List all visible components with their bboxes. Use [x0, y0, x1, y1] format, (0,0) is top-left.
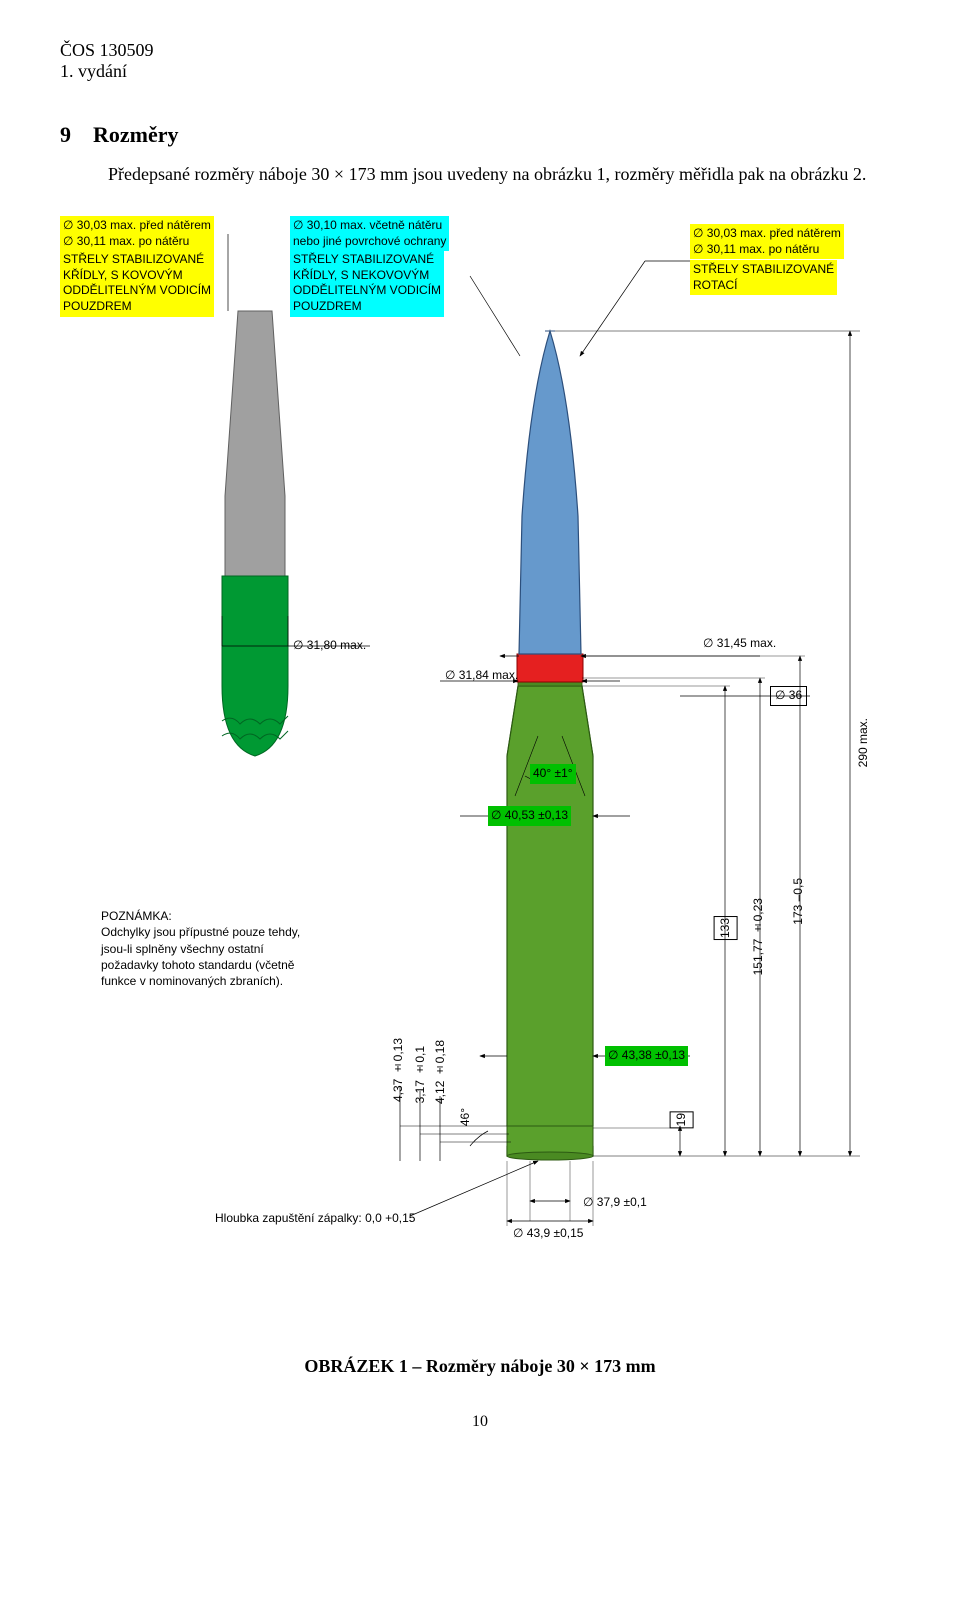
note-line: funkce v nominovaných zbraních). — [101, 974, 283, 988]
doc-code: ČOS 130509 — [60, 40, 900, 61]
label-text: ∅ 30,11 max. po nátěru — [693, 242, 819, 256]
label-text: POUZDREM — [293, 299, 362, 313]
label-text: STŘELY STABILIZOVANÉ — [293, 252, 434, 266]
label-text: ROTACÍ — [693, 278, 737, 292]
label-yellow-desc-right: STŘELY STABILIZOVANÉ ROTACÍ — [690, 260, 837, 295]
dim-133: 133 — [714, 916, 738, 940]
label-text: ODDĚLITELNÝM VODICÍM — [293, 283, 441, 297]
dim-437: 4,37 ±0,13 — [388, 1036, 410, 1104]
section-paragraph-text: Předepsané rozměry náboje 30 × 173 mm js… — [108, 164, 866, 184]
section-paragraph: Předepsané rozměry náboje 30 × 173 mm js… — [60, 162, 900, 186]
label-text: STŘELY STABILIZOVANÉ — [693, 262, 834, 276]
dim-4338: ∅ 43,38 ±0,13 — [605, 1046, 688, 1066]
label-text: ∅ 30,03 max. před nátěrem — [693, 226, 841, 240]
dim-379: ∅ 37,9 ±0,1 — [580, 1193, 650, 1213]
dim-439: ∅ 43,9 ±0,15 — [510, 1224, 586, 1244]
section-heading: 9 Rozměry — [60, 122, 900, 148]
note-line: jsou-li splněny všechny ostatní — [101, 942, 264, 956]
note-line: požadavky tohoto standardu (včetně — [101, 958, 294, 972]
dim-46deg: 46° — [455, 1106, 477, 1128]
label-text: KŘÍDLY, S KOVOVÝM — [63, 268, 183, 282]
note-block: POZNÁMKA: Odchylky jsou přípustné pouze … — [98, 906, 303, 991]
dim-3184: ∅ 31,84 max. — [442, 666, 521, 686]
dim-173: 173 –0,5 — [788, 876, 810, 927]
dim-36: ∅ 36 — [770, 686, 807, 706]
dim-3145: ∅ 31,45 max. — [700, 634, 779, 654]
dim-317: 3,17 ±0,1 — [410, 1044, 432, 1105]
label-yellow-diam-left: ∅ 30,03 max. před nátěrem ∅ 30,11 max. p… — [60, 216, 214, 251]
figure-caption: OBRÁZEK 1 – Rozměry náboje 30 × 173 mm — [60, 1356, 900, 1377]
label-cyan-desc: STŘELY STABILIZOVANÉ KŘÍDLY, S NEKOVOVÝM… — [290, 250, 444, 316]
figure-1: ∅ 30,03 max. před nátěrem ∅ 30,11 max. p… — [60, 216, 900, 1336]
section-number: 9 — [60, 122, 71, 148]
label-text: KŘÍDLY, S NEKOVOVÝM — [293, 268, 429, 282]
dim-4053: ∅ 40,53 ±0,13 — [488, 806, 571, 826]
label-text: ∅ 30,03 max. před nátěrem — [63, 218, 211, 232]
section-title: Rozměry — [93, 122, 179, 147]
dim-40deg: 40° ±1° — [530, 764, 576, 784]
label-text: ∅ 30,10 max. včetně nátěru — [293, 218, 442, 232]
note-line: Odchylky jsou přípustné pouze tehdy, — [101, 925, 300, 939]
label-yellow-diam-right: ∅ 30,03 max. před nátěrem ∅ 30,11 max. p… — [690, 224, 844, 259]
technical-drawing — [60, 216, 900, 1336]
dim-3180: ∅ 31,80 max. — [290, 636, 369, 656]
doc-edition: 1. vydání — [60, 61, 900, 82]
note-heading: POZNÁMKA: — [101, 909, 172, 923]
dim-15177: 151,77 ±0,23 — [748, 896, 770, 977]
label-text: ∅ 30,11 max. po nátěru — [63, 234, 189, 248]
label-yellow-desc-left: STŘELY STABILIZOVANÉ KŘÍDLY, S KOVOVÝM O… — [60, 250, 214, 316]
page-number: 10 — [60, 1413, 900, 1431]
dim-19: 19 — [670, 1111, 694, 1128]
label-text: POUZDREM — [63, 299, 132, 313]
dim-290: 290 max. — [853, 716, 875, 769]
label-text: nebo jiné povrchové ochrany — [293, 234, 446, 248]
dim-412: 4,12 ±0,18 — [430, 1038, 452, 1106]
label-text: ODDĚLITELNÝM VODICÍM — [63, 283, 211, 297]
label-text: STŘELY STABILIZOVANÉ — [63, 252, 204, 266]
label-cyan-diam: ∅ 30,10 max. včetně nátěru nebo jiné pov… — [290, 216, 449, 251]
dim-primer-depth: Hloubka zapuštění zápalky: 0,0 +0,15 — [212, 1209, 418, 1229]
